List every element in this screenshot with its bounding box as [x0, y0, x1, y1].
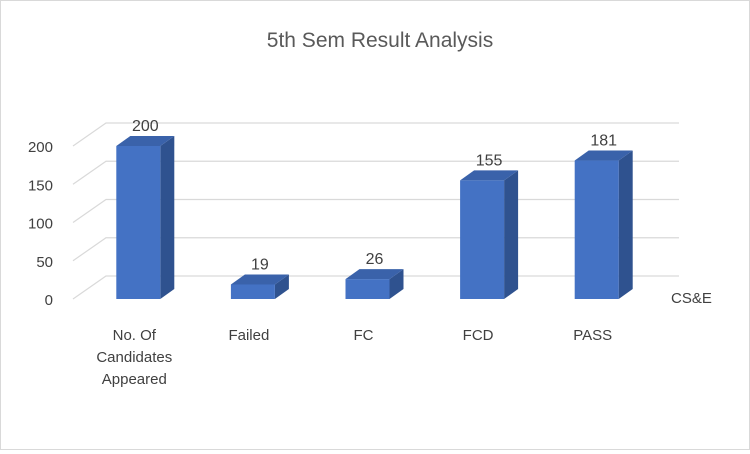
- data-label-3: 155: [476, 152, 503, 169]
- bar-side-1: [274, 274, 289, 299]
- bar-0: [116, 136, 175, 299]
- bar-front-1: [230, 284, 275, 299]
- bar-4: [574, 150, 633, 299]
- bar-top-4: [574, 150, 633, 161]
- bar-side-4: [618, 150, 633, 299]
- y-axis: 0 50 100 150 200: [28, 139, 53, 309]
- category-label-4: PASS: [573, 327, 612, 344]
- bar-side-0: [160, 136, 175, 299]
- y-tick-label-4: 200: [28, 139, 53, 156]
- category-label-0-line-0: No. Of: [113, 327, 157, 344]
- bar-front-3: [460, 180, 505, 299]
- data-labels: 200 19 26 155 181: [132, 118, 617, 273]
- category-label-0-line-1: Candidates: [96, 349, 172, 366]
- y-tick-label-2: 100: [28, 216, 53, 233]
- bar-2: [345, 269, 404, 299]
- category-label-2: FC: [354, 327, 374, 344]
- bar-1: [230, 274, 289, 299]
- gridline-3: [72, 160, 679, 185]
- bar-top-0: [116, 136, 175, 146]
- data-label-0: 200: [132, 118, 159, 135]
- bar-top-3: [460, 170, 519, 181]
- data-label-2: 26: [366, 251, 384, 268]
- y-tick-label-1: 50: [36, 254, 53, 271]
- y-tick-label-3: 150: [28, 177, 53, 194]
- bar-side-2: [389, 269, 404, 299]
- bar-front-2: [345, 279, 390, 299]
- category-label-3: FCD: [463, 327, 494, 344]
- bar-top-1: [230, 274, 289, 285]
- bar-3: [460, 170, 519, 299]
- chart-title: 5th Sem Result Analysis: [267, 29, 493, 52]
- category-label-0-line-2: Appeared: [102, 371, 167, 388]
- category-label-1: Failed: [228, 327, 269, 344]
- x-axis-categories: No. Of Candidates Appeared Failed FC FCD PASS: [96, 327, 612, 388]
- bars: [116, 136, 633, 299]
- series-label: CS&E: [671, 290, 712, 307]
- y-tick-label-0: 0: [45, 292, 53, 309]
- bar-front-4: [574, 160, 619, 299]
- data-label-1: 19: [251, 256, 269, 273]
- bar-side-3: [504, 170, 519, 299]
- bar-top-2: [345, 269, 404, 280]
- bar-front-0: [116, 146, 161, 299]
- gridline-4: [72, 122, 679, 147]
- data-label-4: 181: [590, 133, 617, 150]
